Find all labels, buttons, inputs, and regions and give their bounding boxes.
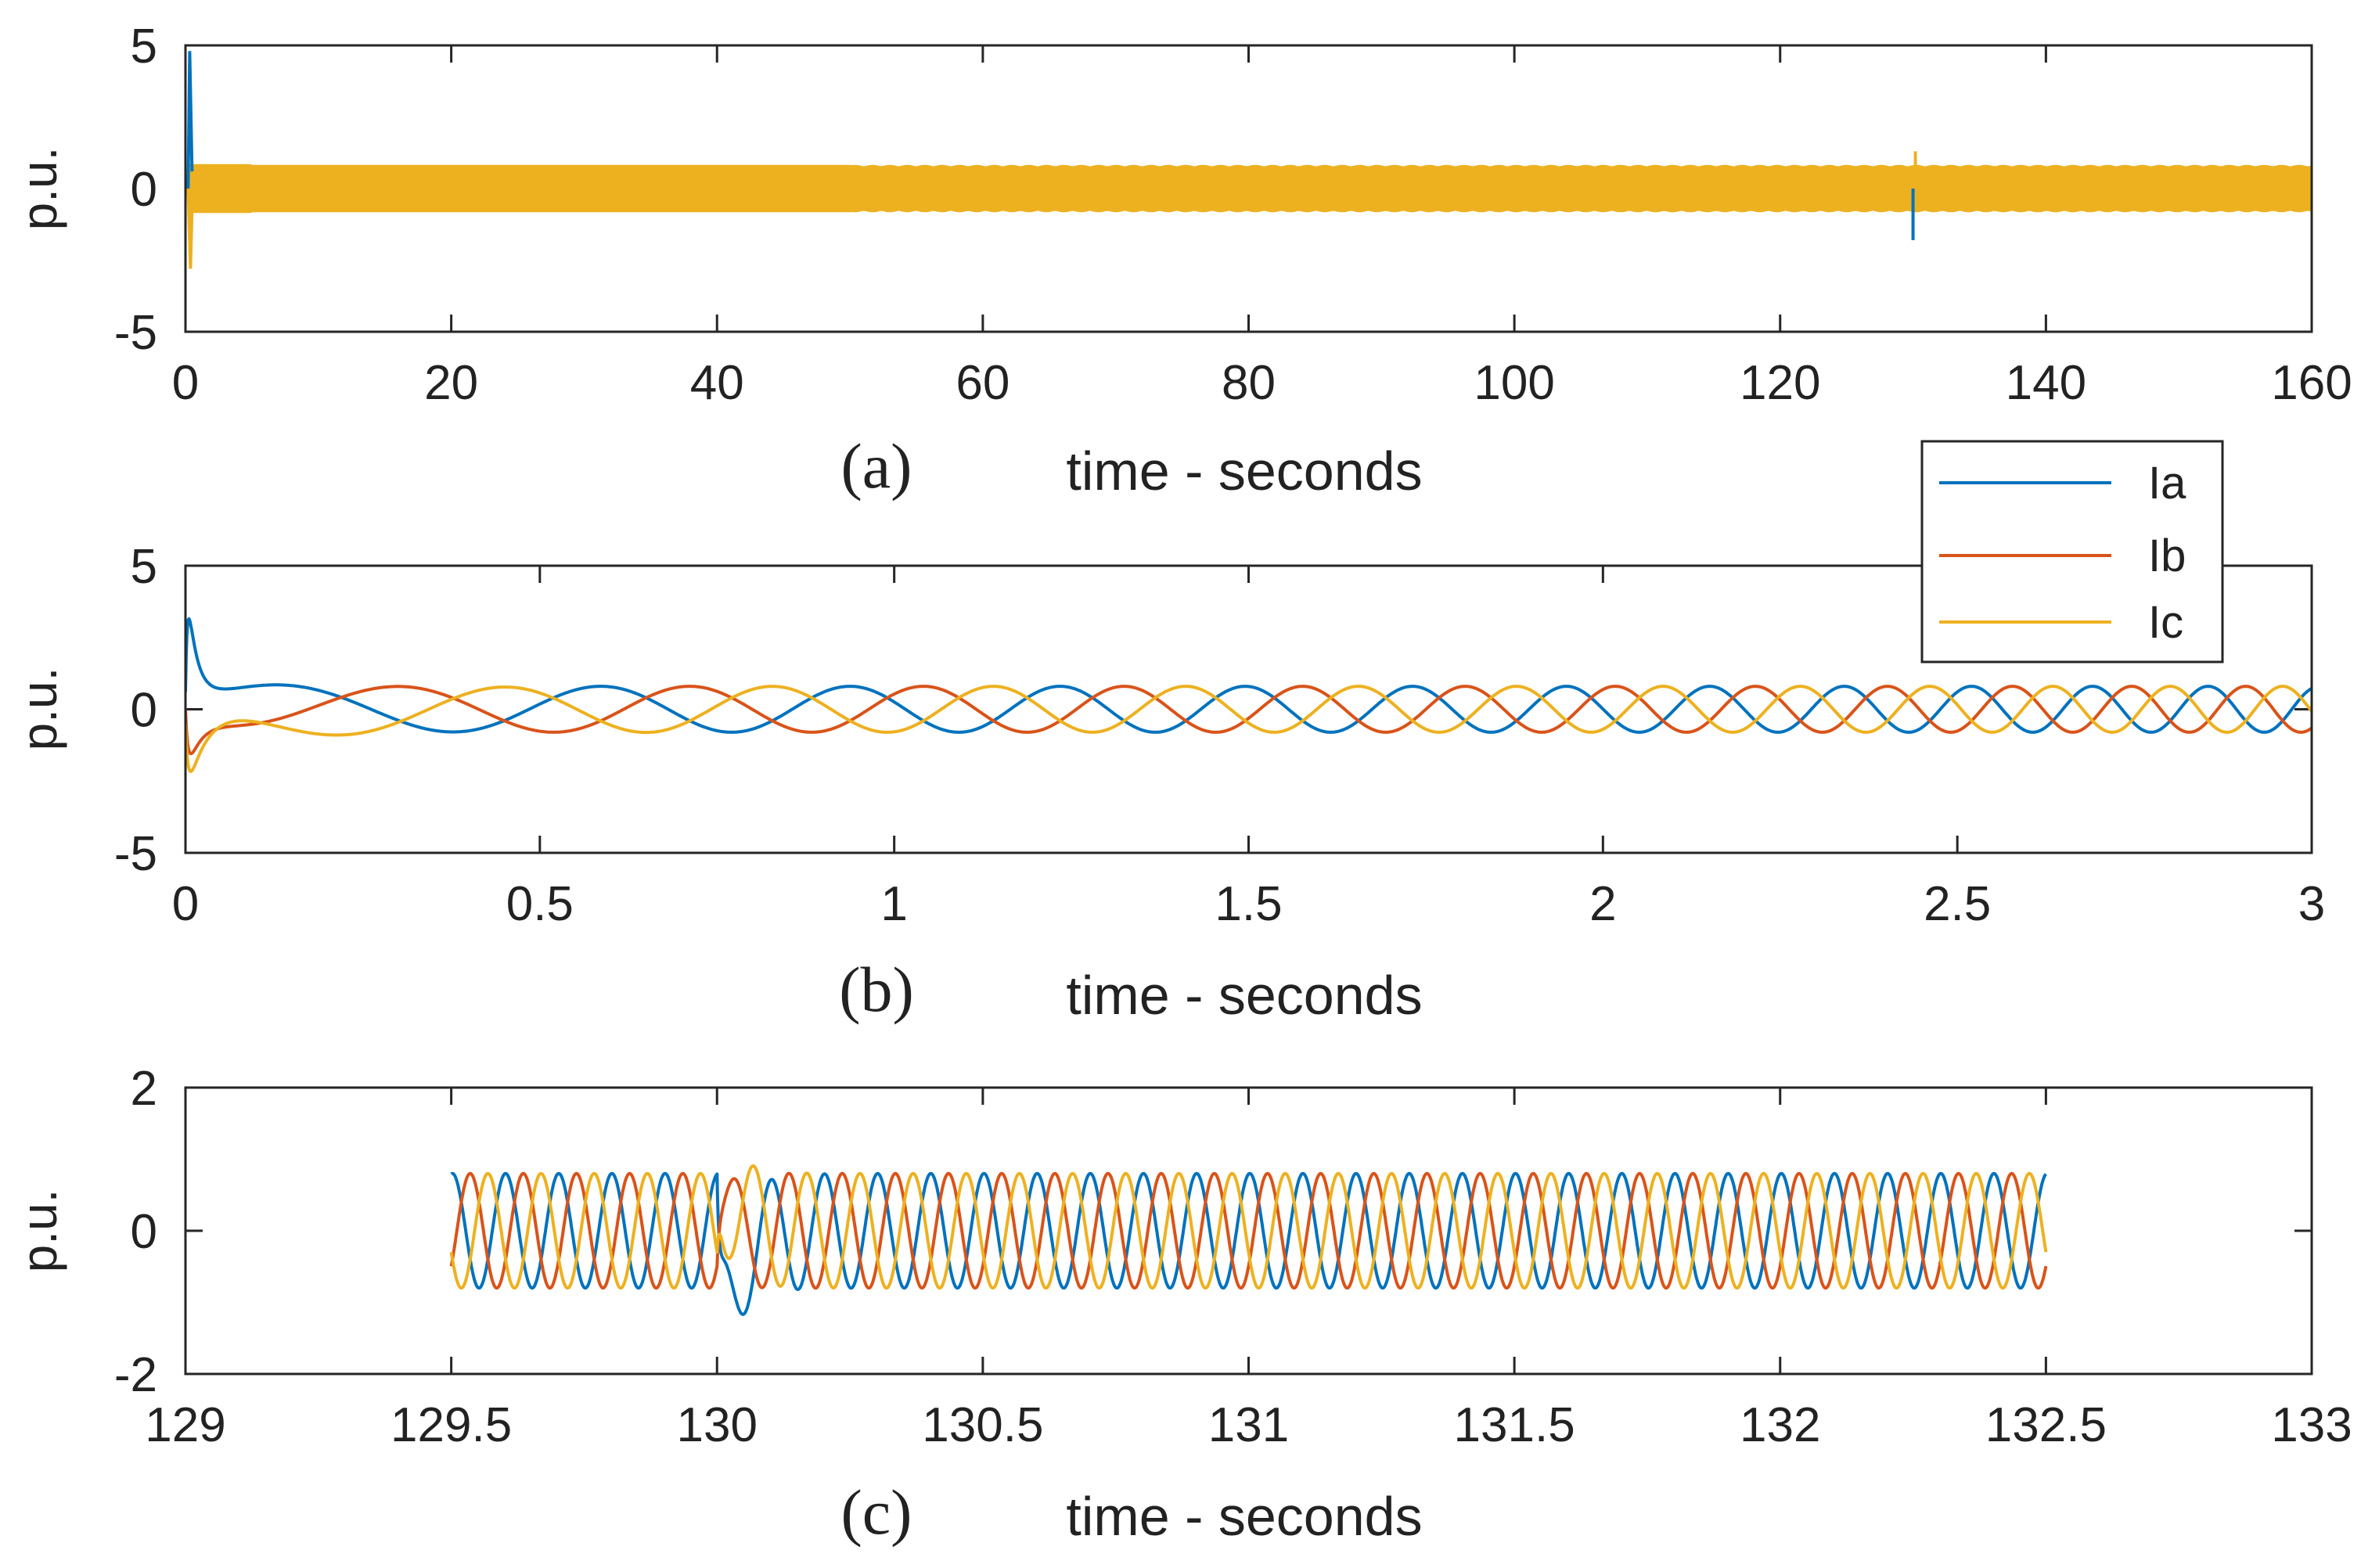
xtick-label-a-2: 40 bbox=[690, 356, 744, 410]
ytick-label-a-1: 0 bbox=[131, 163, 157, 217]
axes-box-c bbox=[184, 1086, 2313, 1376]
xtick-label-b-4: 2 bbox=[1589, 877, 1616, 931]
legend: Ia Ib Ic bbox=[1920, 440, 2224, 664]
panel-label-a: (a) bbox=[840, 430, 912, 502]
startup-spike-a-ia bbox=[186, 51, 194, 189]
series-line-c-ic bbox=[449, 1164, 2048, 1290]
xtick-label-c-3: 130.5 bbox=[922, 1398, 1043, 1452]
ytick-label-b-2: 5 bbox=[131, 540, 157, 594]
series-b bbox=[185, 617, 2312, 773]
panel-a: 0 20 40 60 80 100 120 140 160 -5 0 5 p.u. (a) time … bbox=[11, 20, 2352, 502]
ytick-label-a-2: 5 bbox=[131, 20, 157, 74]
series-band-a-ic bbox=[188, 164, 2312, 214]
ticks-c: 129 129.5 130 130.5 131 131.5 132 132.5 133 -2 0 2 bbox=[114, 1062, 2352, 1452]
series-line-b-ib bbox=[185, 685, 2312, 756]
xtick-label-b-2: 1 bbox=[880, 877, 907, 931]
series-c bbox=[449, 1164, 2048, 1316]
ticks-b: 0 0.5 1 1.5 2 2.5 3 -5 0 5 bbox=[114, 540, 2325, 931]
xtick-label-c-5: 131.5 bbox=[1454, 1398, 1575, 1452]
xtick-label-b-6: 3 bbox=[2298, 877, 2325, 931]
legend-box bbox=[1920, 440, 2224, 664]
legend-label-ib: Ib bbox=[2148, 530, 2186, 581]
series-line-c-ib bbox=[449, 1171, 2048, 1290]
xtick-label-c-8: 133 bbox=[2271, 1398, 2352, 1452]
startup-spike-a-ic bbox=[186, 188, 194, 269]
xtick-label-a-4: 80 bbox=[1222, 356, 1276, 410]
xtick-label-a-5: 100 bbox=[1474, 356, 1554, 410]
ticks-a: 0 20 40 60 80 100 120 140 160 -5 0 5 bbox=[114, 20, 2352, 410]
xtick-label-a-1: 20 bbox=[424, 356, 478, 410]
xtick-label-a-7: 140 bbox=[2006, 356, 2086, 410]
ytick-label-b-0: -5 bbox=[114, 827, 157, 881]
xtick-label-c-6: 132 bbox=[1740, 1398, 1820, 1452]
series-line-b-ia bbox=[185, 617, 2312, 734]
xtick-label-a-6: 120 bbox=[1740, 356, 1820, 410]
xtick-label-c-2: 130 bbox=[677, 1398, 758, 1452]
axes-box-b bbox=[184, 564, 2313, 854]
ytick-label-a-0: -5 bbox=[114, 306, 157, 360]
panel-c: 129 129.5 130 130.5 131 131.5 132 132.5 133-202 … bbox=[11, 1062, 2352, 1548]
ytick-label-c-1: 0 bbox=[131, 1205, 157, 1259]
panel-label-c: (c) bbox=[840, 1476, 912, 1548]
xtick-label-b-5: 2.5 bbox=[1924, 877, 1991, 931]
xlabel-c: time - seconds bbox=[1066, 1486, 1422, 1547]
xtick-label-c-4: 131 bbox=[1208, 1398, 1289, 1452]
xlabel-b: time - seconds bbox=[1066, 965, 1422, 1026]
xtick-label-c-0: 129 bbox=[145, 1398, 225, 1452]
xtick-label-c-1: 129.5 bbox=[391, 1398, 512, 1452]
axes-box-a bbox=[184, 44, 2313, 333]
xtick-label-b-0: 0 bbox=[172, 877, 199, 931]
panel-b: 0 0.5 1 1.5 2 2.5 3 -5 0 5 p.u. (b) time - second… bbox=[11, 440, 2325, 1026]
xtick-label-b-3: 1.5 bbox=[1215, 877, 1282, 931]
ylabel-b: p.u. bbox=[11, 667, 67, 751]
xtick-label-a-0: 0 bbox=[172, 356, 199, 410]
xtick-label-a-8: 160 bbox=[2271, 356, 2352, 410]
legend-label-ia: Ia bbox=[2148, 458, 2186, 509]
series-line-b-ic bbox=[185, 685, 2312, 773]
xtick-label-a-3: 60 bbox=[956, 356, 1010, 410]
series-a bbox=[186, 51, 2312, 269]
xtick-label-c-7: 132.5 bbox=[1985, 1398, 2107, 1452]
ylabel-a: p.u. bbox=[11, 147, 67, 231]
xtick-label-b-1: 0.5 bbox=[506, 877, 574, 931]
xlabel-a: time - seconds bbox=[1066, 441, 1422, 502]
series-line-c-ia bbox=[450, 1171, 2047, 1316]
panel-label-b: (b) bbox=[839, 954, 914, 1025]
legend-label-ic: Ic bbox=[2148, 597, 2183, 648]
ytick-label-b-1: 0 bbox=[131, 684, 157, 738]
ytick-label-c-0: -2 bbox=[114, 1348, 157, 1402]
ylabel-c: p.u. bbox=[11, 1189, 67, 1273]
ytick-label-c-2: 2 bbox=[131, 1062, 157, 1116]
